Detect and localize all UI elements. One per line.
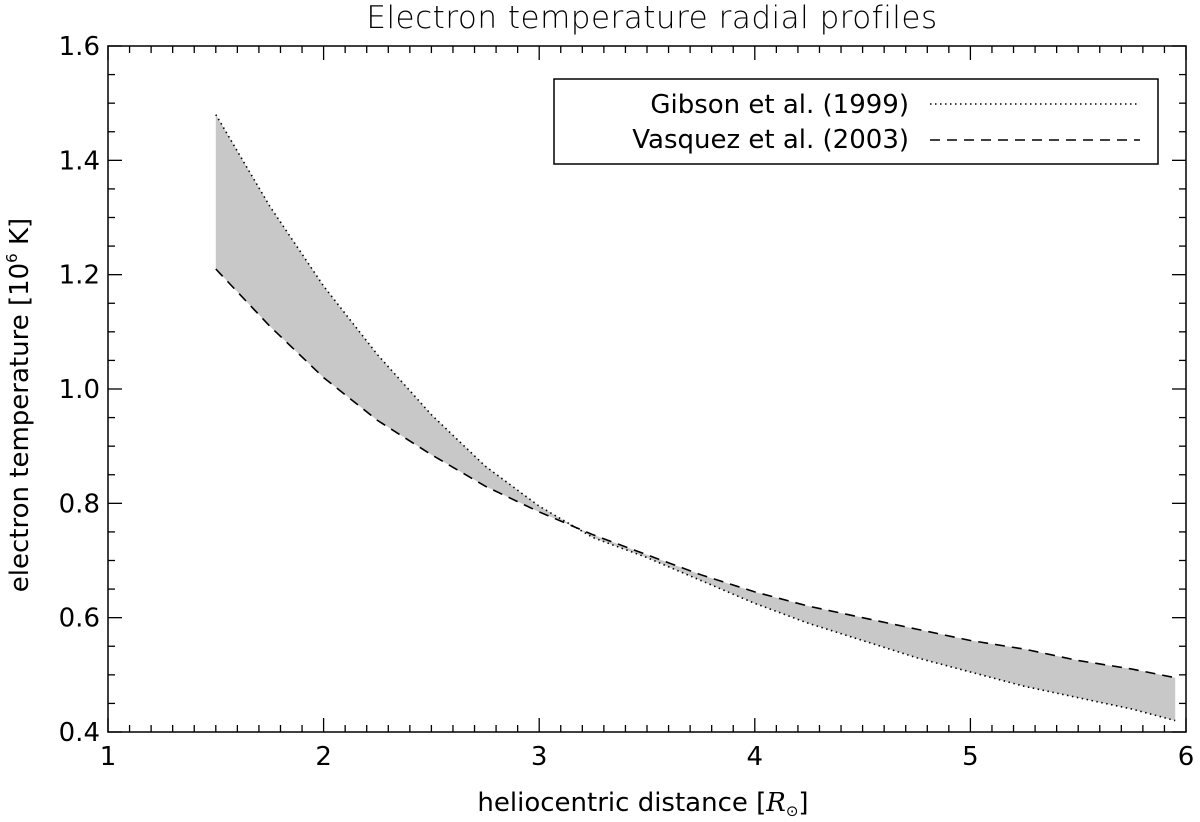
- x-tick-label: 2: [315, 742, 332, 772]
- series-lines: [215, 114, 1176, 722]
- y-axis-label-prefix: electron temperature [10: [5, 263, 35, 592]
- series-line-vasquez: [215, 268, 1176, 679]
- x-tick-label: 6: [1178, 742, 1195, 772]
- y-tick-label: 1.0: [59, 375, 100, 405]
- legend-entry-vasquez: Vasquez et al. (2003): [632, 125, 909, 155]
- x-tick-label: 1: [100, 742, 117, 772]
- x-axis-label-unit: R: [765, 788, 786, 818]
- x-tick-label: 3: [531, 742, 548, 772]
- x-axis-label-sub: ⊙: [786, 802, 799, 820]
- x-axis-label: heliocentric distance [R⊙]: [477, 788, 808, 820]
- x-tick-label: 5: [962, 742, 979, 772]
- y-axis-label-sup: 6: [3, 253, 21, 263]
- uncertainty-band: [215, 114, 1176, 721]
- series-line-gibson: [215, 114, 1176, 722]
- band-area: [215, 114, 1176, 721]
- y-tick-label: 0.6: [59, 604, 100, 634]
- y-axis-label-suffix: K]: [5, 218, 35, 253]
- chart-title: Electron temperature radial profiles: [366, 0, 937, 36]
- legend-box: [553, 78, 1159, 165]
- axis-ticks: [107, 45, 1187, 733]
- y-tick-label: 1.2: [59, 261, 100, 291]
- y-tick-label: 0.8: [59, 489, 100, 519]
- x-axis-label-prefix: heliocentric distance [: [477, 788, 766, 818]
- y-tick-label: 1.4: [59, 146, 100, 176]
- legend: Gibson et al. (1999) Vasquez et al. (200…: [553, 78, 1159, 165]
- x-tick-label: 4: [747, 742, 764, 772]
- legend-entry-gibson: Gibson et al. (1999): [650, 90, 909, 120]
- tick-labels: 1 2 3 4 5 6 0.4 0.6 0.8 1.0 1.2 1.4 1.6: [59, 32, 1195, 772]
- y-tick-label: 0.4: [59, 718, 100, 748]
- y-axis-label: electron temperature [106 K]: [3, 218, 35, 592]
- x-axis-label-suffix: ]: [798, 788, 808, 818]
- y-tick-label: 1.6: [59, 32, 100, 62]
